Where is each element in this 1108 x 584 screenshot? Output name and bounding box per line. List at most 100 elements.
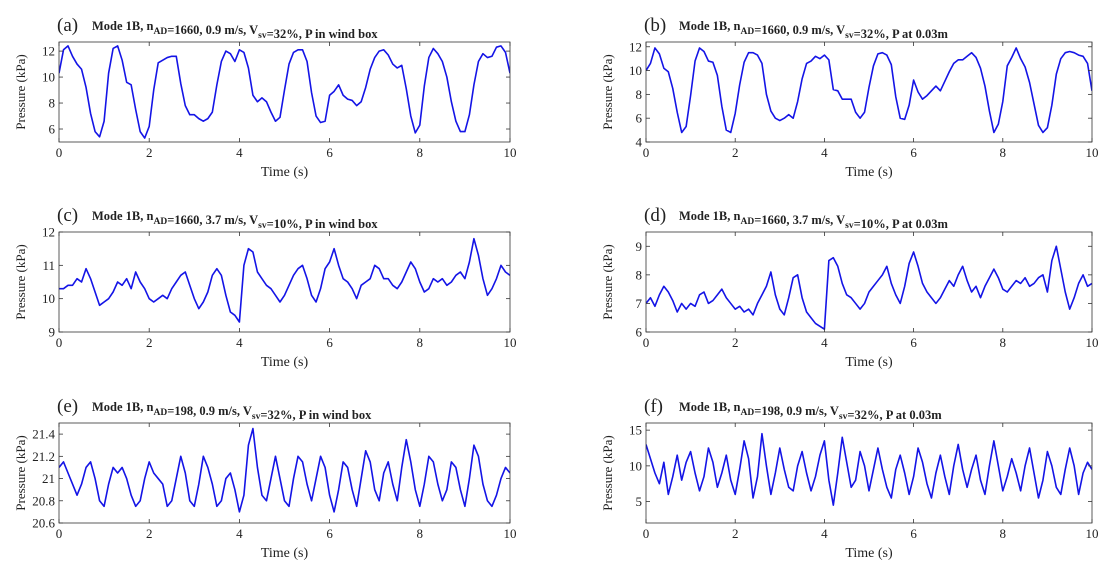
chart-panel-3: 0 2 4 6 8 10 9 10 11 12 Time (s) Pressure (kPa) (c) M… bbox=[13, 205, 517, 370]
y-tick-label: 8 bbox=[636, 267, 643, 282]
panel-label: (d) bbox=[644, 205, 666, 226]
x-tick-label: 6 bbox=[326, 335, 333, 350]
x-tick-label: 4 bbox=[236, 145, 243, 160]
y-axis-label: Pressure (kPa) bbox=[13, 244, 28, 319]
y-tick-label: 6 bbox=[636, 111, 643, 126]
plot-area bbox=[59, 423, 510, 523]
y-tick-label: 6 bbox=[49, 122, 56, 137]
x-axis-label: Time (s) bbox=[845, 355, 893, 370]
title-subscript: sv bbox=[845, 221, 854, 231]
y-tick-label: 12 bbox=[629, 39, 642, 54]
title-text: =1660, 0.9 m/s, V bbox=[754, 23, 845, 37]
title-subscript: AD bbox=[740, 27, 754, 37]
y-tick-label: 12 bbox=[42, 225, 55, 240]
x-tick-label: 4 bbox=[236, 335, 243, 350]
plot-area bbox=[59, 232, 510, 332]
y-tick-label: 9 bbox=[49, 325, 56, 340]
title-text: Mode 1B, n bbox=[92, 400, 154, 414]
y-tick-label: 12 bbox=[42, 44, 55, 59]
x-tick-label: 8 bbox=[1000, 335, 1007, 350]
y-tick-label: 9 bbox=[636, 239, 643, 254]
pressure-series-line bbox=[646, 245, 1092, 330]
pressure-series-line bbox=[646, 432, 1092, 506]
y-axis-label: Pressure (kPa) bbox=[600, 435, 615, 510]
title-text: Mode 1B, n bbox=[92, 19, 154, 33]
pressure-series-line bbox=[59, 427, 510, 513]
y-tick-label: 5 bbox=[636, 494, 643, 509]
x-tick-label: 6 bbox=[910, 526, 917, 541]
title-text: Mode 1B, n bbox=[92, 209, 154, 223]
y-tick-label: 11 bbox=[42, 258, 55, 273]
x-tick-label: 0 bbox=[643, 526, 650, 541]
title-subscript: AD bbox=[740, 408, 754, 418]
pressure-series-line bbox=[59, 237, 510, 323]
plot-area bbox=[646, 42, 1092, 142]
pressure-series-line bbox=[646, 47, 1092, 134]
title-subscript: sv bbox=[839, 412, 848, 422]
x-tick-label: 6 bbox=[326, 145, 333, 160]
title-text: =1660, 3.7 m/s, V bbox=[754, 213, 845, 227]
title-text: =10%, P in wind box bbox=[267, 217, 379, 231]
x-tick-label: 8 bbox=[417, 526, 424, 541]
y-tick-label: 15 bbox=[629, 423, 642, 438]
title-subscript: sv bbox=[258, 31, 267, 41]
y-axis-label: Pressure (kPa) bbox=[600, 244, 615, 319]
plot-area bbox=[646, 423, 1092, 523]
y-tick-label: 21 bbox=[42, 471, 55, 486]
title-text: =198, 0.9 m/s, V bbox=[167, 404, 252, 418]
panel-label: (c) bbox=[57, 205, 78, 226]
title-text: =32%, P in wind box bbox=[267, 27, 379, 41]
chart-panel-1: 0 2 4 6 8 10 6 8 10 12 Time (s) Pressure (kPa) (a) Mo… bbox=[13, 15, 517, 180]
y-tick-label: 10 bbox=[629, 63, 642, 78]
y-tick-label: 8 bbox=[636, 87, 643, 102]
axes-frame bbox=[58, 422, 511, 524]
x-tick-label: 10 bbox=[504, 335, 517, 350]
chart-title: Mode 1B, nAD=198, 0.9 m/s, Vsv=32%, P in… bbox=[92, 400, 372, 422]
x-axis-label: Time (s) bbox=[261, 546, 309, 561]
x-axis-label: Time (s) bbox=[845, 165, 893, 180]
x-tick-label: 0 bbox=[56, 526, 63, 541]
chart-title: Mode 1B, nAD=1660, 3.7 m/s, Vsv=10%, P i… bbox=[92, 209, 378, 231]
x-tick-label: 6 bbox=[910, 335, 917, 350]
pressure-series-line bbox=[59, 45, 510, 139]
chart-title: Mode 1B, nAD=198, 0.9 m/s, Vsv=32%, P at… bbox=[679, 400, 942, 422]
x-tick-label: 2 bbox=[732, 335, 739, 350]
x-axis-label: Time (s) bbox=[261, 165, 309, 180]
x-tick-label: 4 bbox=[236, 526, 243, 541]
y-tick-label: 7 bbox=[636, 296, 643, 311]
x-tick-label: 0 bbox=[643, 145, 650, 160]
title-text: Mode 1B, n bbox=[679, 19, 741, 33]
chart-panel-5: 0 2 4 6 8 10 20.6 20.8 21 21.2 21.4 Time (s) Pressur… bbox=[13, 396, 517, 561]
y-tick-label: 4 bbox=[636, 135, 643, 150]
title-subscript: sv bbox=[845, 31, 854, 41]
x-tick-label: 2 bbox=[732, 145, 739, 160]
y-tick-label: 6 bbox=[636, 325, 643, 340]
title-subscript: AD bbox=[153, 217, 167, 227]
panel-label: (b) bbox=[644, 15, 666, 36]
x-tick-label: 0 bbox=[643, 335, 650, 350]
chart-panel-4: 0 2 4 6 8 10 6 7 8 9 Time (s) Pressure (kPa) (d) Mode… bbox=[600, 205, 1099, 370]
x-tick-label: 0 bbox=[56, 335, 63, 350]
chart-title: Mode 1B, nAD=1660, 0.9 m/s, Vsv=32%, P a… bbox=[679, 19, 948, 41]
x-tick-label: 4 bbox=[821, 335, 828, 350]
chart-panel-6: 0 2 4 6 8 10 5 10 15 Time (s) Pressure (kPa) (f) Mod… bbox=[600, 396, 1099, 561]
title-subscript: sv bbox=[252, 412, 261, 422]
title-text: =32%, P at 0.03m bbox=[847, 408, 942, 422]
title-text: Mode 1B, n bbox=[679, 400, 741, 414]
x-tick-label: 8 bbox=[417, 335, 424, 350]
y-tick-label: 20.8 bbox=[32, 493, 55, 508]
axes-frame bbox=[645, 41, 1093, 143]
x-tick-label: 8 bbox=[1000, 526, 1007, 541]
panel-label: (f) bbox=[644, 396, 663, 417]
x-tick-label: 8 bbox=[417, 145, 424, 160]
title-subscript: AD bbox=[153, 27, 167, 37]
title-text: =32%, P in wind box bbox=[260, 408, 372, 422]
chart-title: Mode 1B, nAD=1660, 3.7 m/s, Vsv=10%, P a… bbox=[679, 209, 948, 231]
y-tick-label: 10 bbox=[42, 70, 55, 85]
x-tick-label: 6 bbox=[910, 145, 917, 160]
axes-frame bbox=[58, 231, 511, 333]
x-tick-label: 10 bbox=[1086, 335, 1099, 350]
title-text: =198, 0.9 m/s, V bbox=[754, 404, 839, 418]
chart-panel-2: 0 2 4 6 8 10 4 6 8 10 12 Time (s) Pressure (kPa) (b) M… bbox=[600, 15, 1099, 180]
